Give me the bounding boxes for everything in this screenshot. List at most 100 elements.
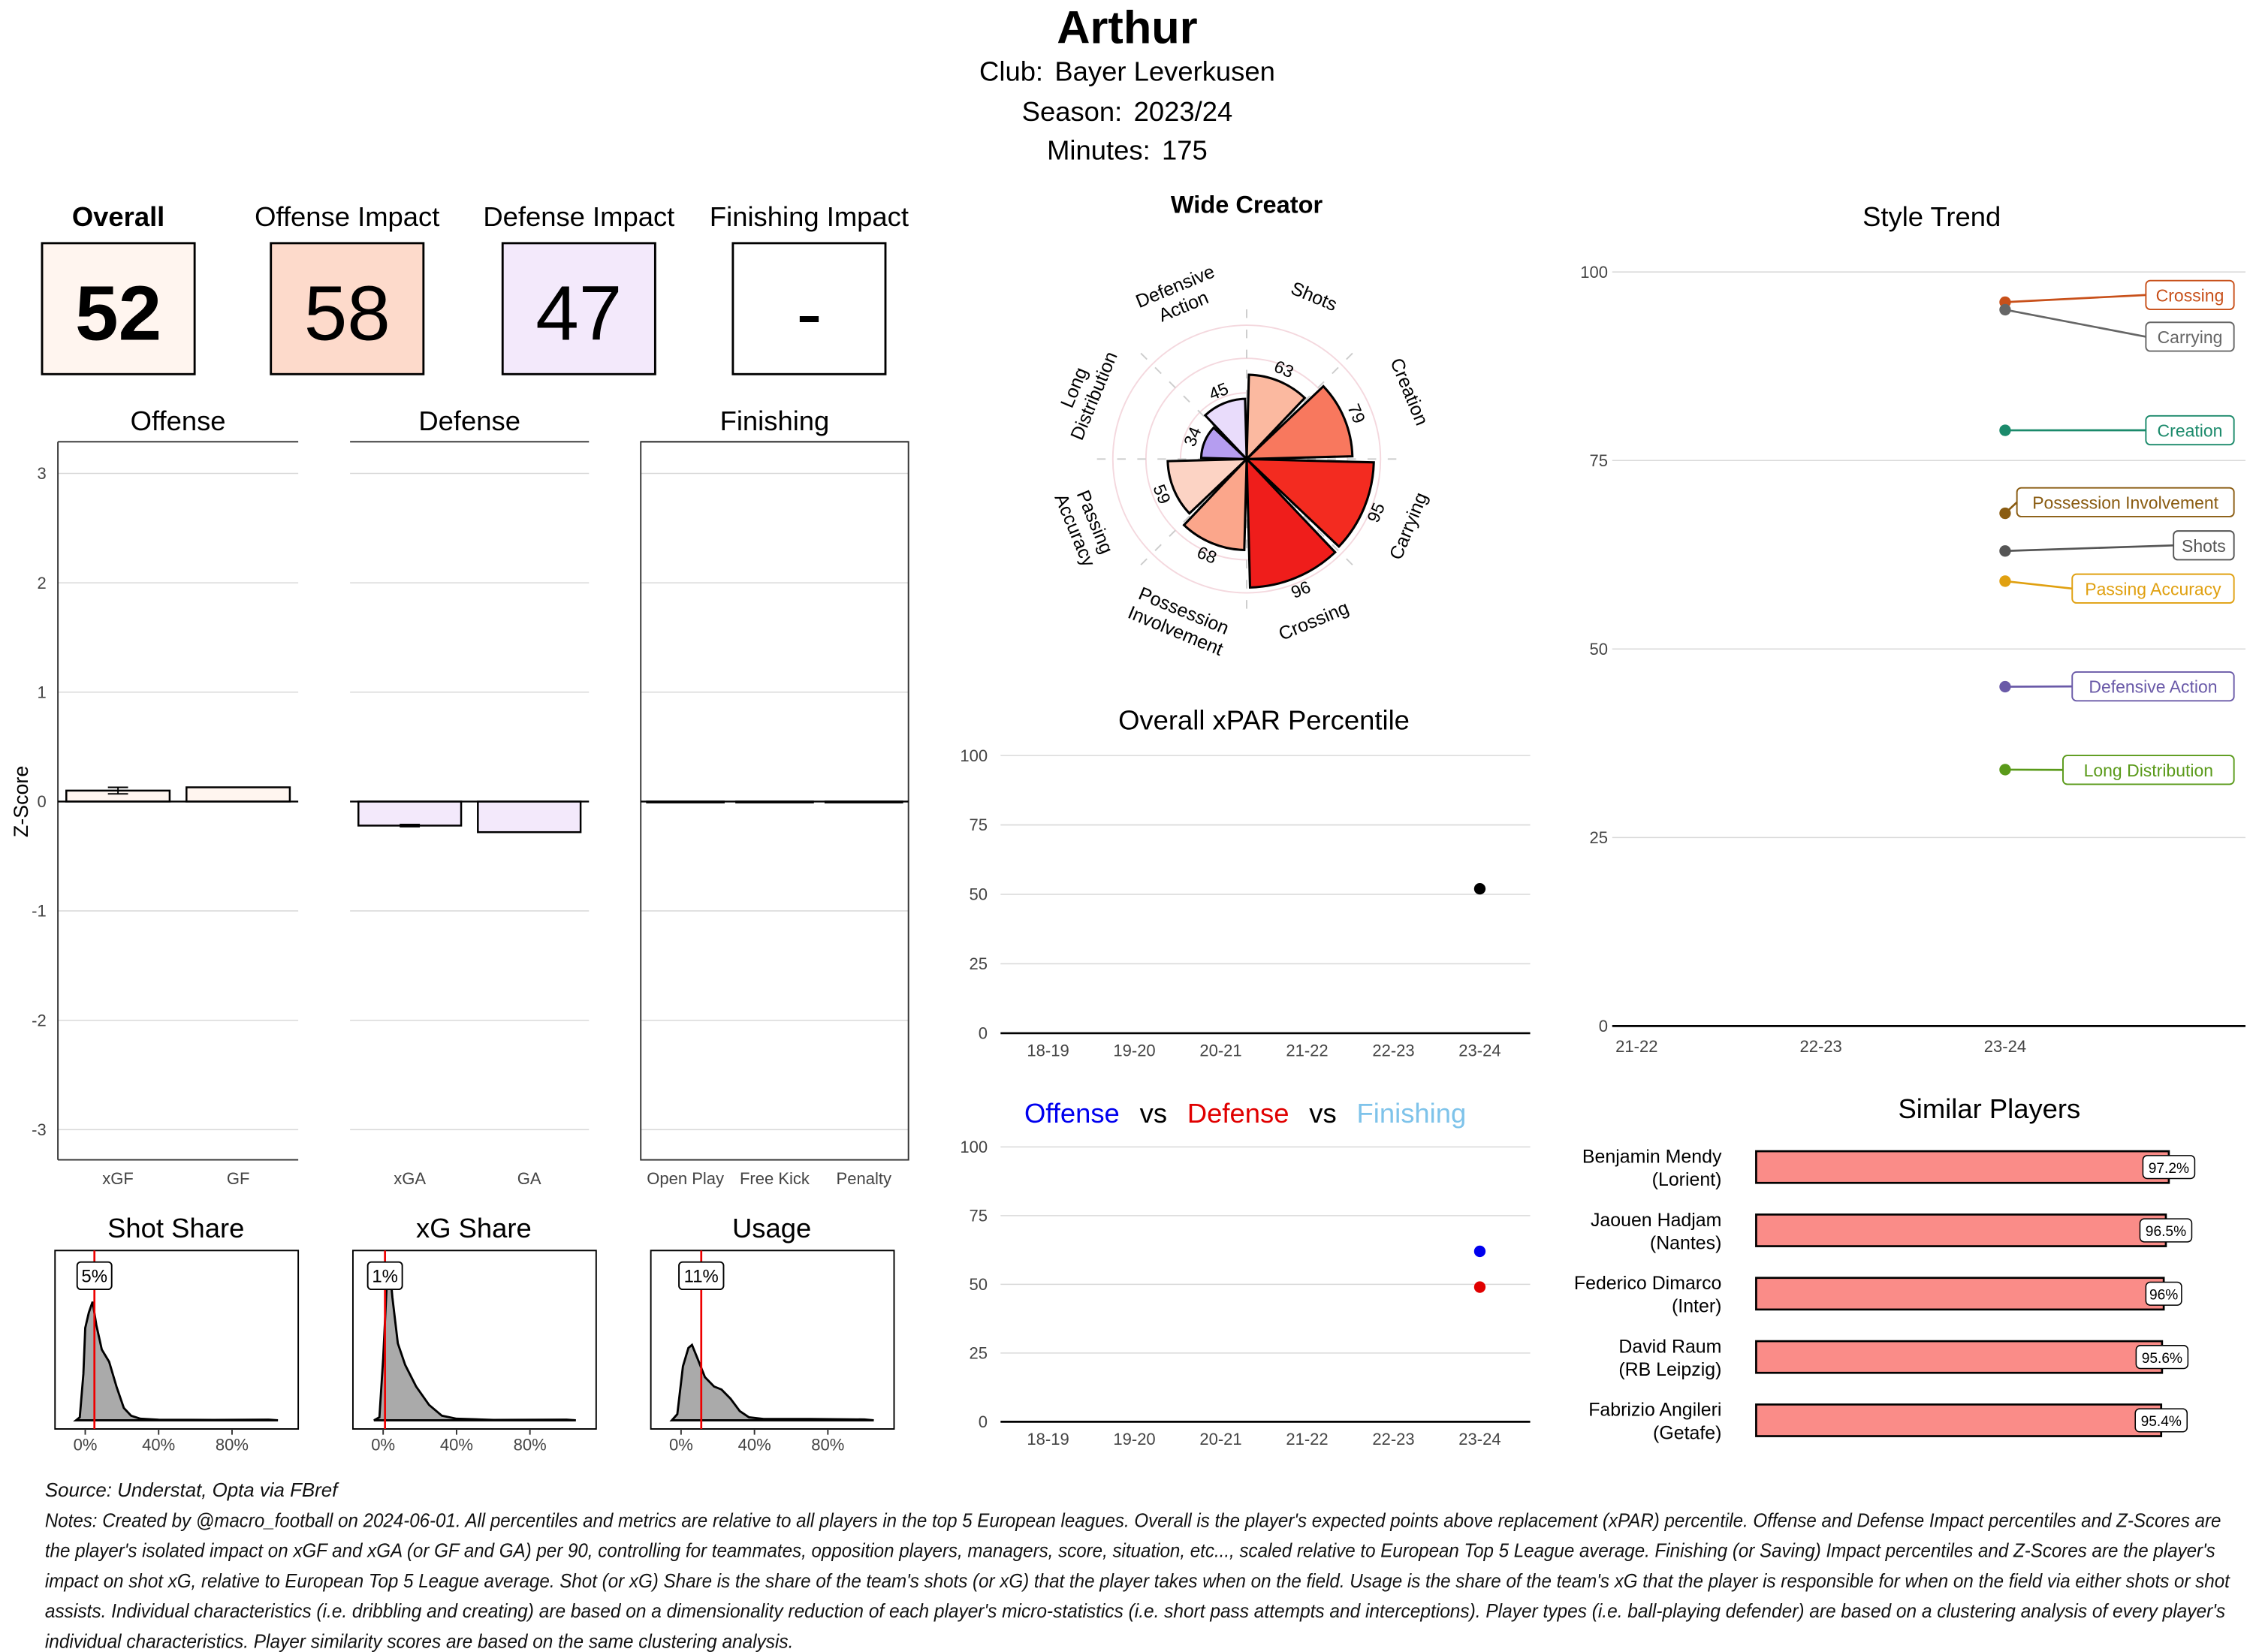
x-tick-label: xGA bbox=[394, 1169, 426, 1188]
y-tick-label: -1 bbox=[32, 902, 47, 921]
series-label-box bbox=[2062, 755, 2235, 785]
season-line: Season: 2023/24 bbox=[1022, 96, 1233, 127]
xpar-percentile-chart: Overall xPAR Percentile 100 75 50 25 0 18-19 19… bbox=[960, 705, 1531, 1060]
zscore-chart: Z-Score 3 2 1 0 -1 -2 -3 Offense xGF GF Defense xGA G… bbox=[10, 405, 909, 1188]
x-tick-label: 22-23 bbox=[1372, 1042, 1414, 1060]
error-bar bbox=[107, 786, 128, 795]
notes-line: Notes: Created by @macro_football on 202… bbox=[45, 1510, 2221, 1531]
series-point bbox=[1999, 424, 2011, 436]
data-point bbox=[1473, 1245, 1486, 1258]
y-tick-label: 25 bbox=[970, 954, 988, 973]
x-tick-label: 23-24 bbox=[1458, 1430, 1500, 1449]
player-club: (Lorient) bbox=[1652, 1169, 1722, 1190]
y-tick-label: 50 bbox=[970, 885, 988, 904]
similarity-label-box bbox=[2135, 1345, 2189, 1370]
series-label-box bbox=[2145, 321, 2235, 352]
x-tick-label: 40% bbox=[738, 1436, 771, 1455]
similarity-bar bbox=[1755, 1150, 2170, 1184]
y-tick-label: 25 bbox=[1590, 828, 1609, 847]
share-distributions: Shot Share 5% 0% 40% 80% xG Share 1% 0% 40% 80% Us… bbox=[54, 1213, 895, 1455]
radar-value-label: 95 bbox=[1363, 500, 1389, 526]
series-point bbox=[1999, 764, 2011, 776]
panel-title: Shot Share bbox=[107, 1213, 244, 1244]
series-label: Defensive Action bbox=[2089, 677, 2217, 697]
x-tick-label: 0% bbox=[669, 1436, 693, 1455]
y-tick-label: 0 bbox=[979, 1412, 988, 1431]
radar-sector bbox=[1203, 397, 1248, 463]
minutes-value: 175 bbox=[1162, 135, 1208, 166]
series-point bbox=[1999, 545, 2011, 557]
radar-title: Wide Creator bbox=[1171, 191, 1323, 219]
score-label: Offense Impact bbox=[255, 201, 439, 232]
similar-players-chart: Similar Players Benjamin Mendy(Lorient) 97… bbox=[1574, 1093, 2196, 1443]
x-tick-label: GF bbox=[227, 1169, 250, 1188]
score-cards: Overall 52 Offense Impact 58 Defense Impact 4… bbox=[41, 201, 909, 375]
offense-defense-finishing-chart: Offense vs Defense vs Finishing 100 75 50 25 0 18-… bbox=[960, 1098, 1531, 1449]
y-tick-label: 25 bbox=[970, 1344, 988, 1363]
score-box bbox=[270, 242, 425, 375]
similarity-label: 96% bbox=[2149, 1287, 2178, 1303]
series-label: Carrying bbox=[2158, 327, 2223, 347]
x-tick-label: 0% bbox=[74, 1436, 98, 1455]
minutes-line: Minutes: 175 bbox=[1047, 135, 1208, 166]
radar-sector bbox=[1199, 426, 1250, 460]
x-tick-label: 80% bbox=[811, 1436, 844, 1455]
player-club: (Inter) bbox=[1672, 1296, 1721, 1317]
x-tick-label: 19-20 bbox=[1113, 1042, 1155, 1060]
x-tick-label: 22-23 bbox=[1372, 1430, 1414, 1449]
x-tick-label: 23-24 bbox=[1984, 1037, 2026, 1056]
series-label: Passing Accuracy bbox=[2085, 579, 2221, 598]
series-connector bbox=[2004, 294, 2146, 303]
footer: Source: Understat, Opta via FBref Notes:… bbox=[45, 1480, 2231, 1652]
similarity-bar bbox=[1755, 1277, 2165, 1311]
similarity-label: 97.2% bbox=[2149, 1161, 2189, 1177]
series-label-box bbox=[2071, 573, 2235, 604]
similarity-bar bbox=[1755, 1340, 2164, 1374]
series-label: Shots bbox=[2182, 536, 2226, 556]
x-tick-label: 20-21 bbox=[1199, 1042, 1241, 1060]
radar-value-label: 96 bbox=[1288, 577, 1313, 602]
score-value: 52 bbox=[75, 269, 161, 356]
series-label: Crossing bbox=[2156, 285, 2224, 305]
panel-title: Defense bbox=[418, 405, 520, 436]
x-tick-label: GA bbox=[517, 1169, 541, 1188]
x-tick-label: Open Play bbox=[647, 1169, 724, 1188]
y-tick-label: 100 bbox=[960, 1138, 988, 1156]
x-tick-label: Free Kick bbox=[740, 1169, 810, 1188]
similarity-label-box bbox=[2145, 1281, 2182, 1306]
score-label: Finishing Impact bbox=[710, 201, 909, 232]
player-name: Jaouen Hadjam bbox=[1591, 1210, 1721, 1231]
y-tick-label: 0 bbox=[38, 792, 47, 811]
y-tick-label: 1 bbox=[38, 683, 47, 701]
club-line: Club: Bayer Leverkusen bbox=[979, 56, 1275, 86]
similarity-label: 95.4% bbox=[2141, 1414, 2182, 1430]
score-box bbox=[41, 242, 196, 375]
y-tick-label: 75 bbox=[970, 1207, 988, 1225]
x-tick-label: 80% bbox=[514, 1436, 547, 1455]
y-tick-label: 50 bbox=[970, 1275, 988, 1294]
value-label-box bbox=[678, 1261, 725, 1291]
x-tick-label: 40% bbox=[142, 1436, 175, 1455]
series-connector bbox=[2004, 544, 2174, 553]
radar-sector bbox=[1182, 456, 1248, 552]
panel-title: Offense bbox=[131, 405, 226, 436]
title-part: Defense bbox=[1187, 1098, 1289, 1129]
score-box bbox=[501, 242, 656, 375]
season-value: 2023/24 bbox=[1134, 96, 1233, 127]
radar-value-label: 68 bbox=[1194, 542, 1220, 568]
title-part: vs bbox=[1309, 1098, 1336, 1129]
chart-title: Overall xPAR Percentile bbox=[1118, 705, 1410, 736]
series-point bbox=[1999, 507, 2011, 520]
series-label-box bbox=[2071, 671, 2235, 702]
error-bar bbox=[400, 824, 421, 828]
notes-line: individual characteristics. Player simil… bbox=[45, 1631, 794, 1652]
x-tick-label: 40% bbox=[440, 1436, 473, 1455]
series-point bbox=[1999, 575, 2011, 587]
zscore-bar bbox=[357, 800, 463, 827]
club-name: Bayer Leverkusen bbox=[1054, 56, 1274, 86]
notes-line: the player's isolated impact on xGF and … bbox=[45, 1541, 2215, 1562]
x-tick-label: 0% bbox=[371, 1436, 395, 1455]
radar-grid-ring bbox=[1111, 324, 1382, 594]
notes-line: impact on shot xG, relative to European … bbox=[45, 1571, 2231, 1592]
value-label-box bbox=[76, 1261, 113, 1291]
